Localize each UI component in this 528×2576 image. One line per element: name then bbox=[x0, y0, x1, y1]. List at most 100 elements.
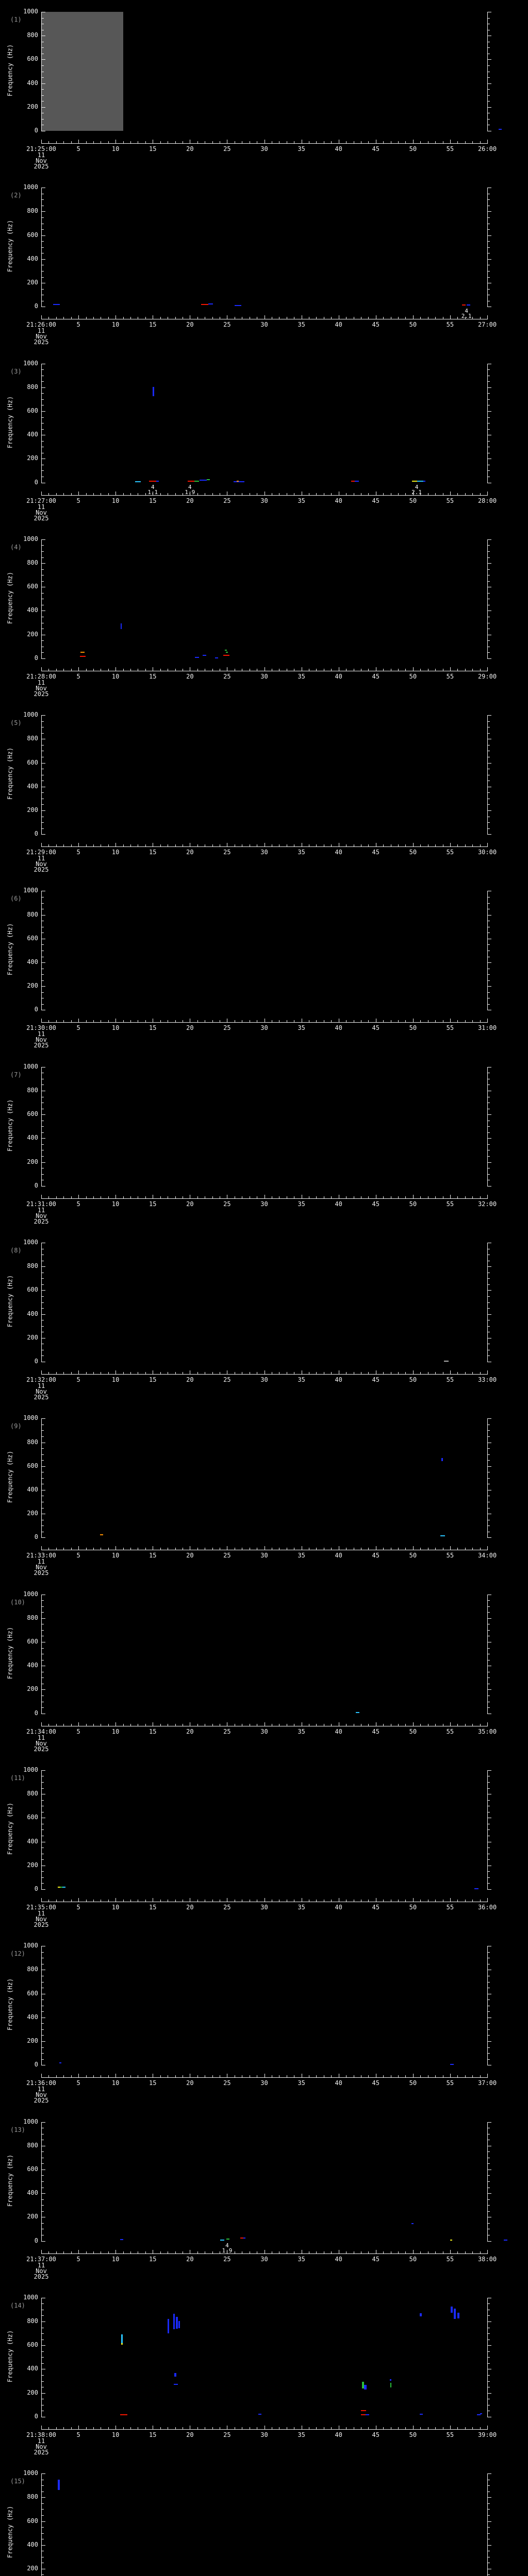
x-tick bbox=[472, 317, 473, 319]
x-axis-end-time: 33:00 bbox=[477, 1376, 497, 1384]
x-tick bbox=[383, 141, 384, 143]
x-tick bbox=[398, 317, 399, 319]
x-tick bbox=[78, 843, 79, 847]
x-tick bbox=[383, 2075, 384, 2078]
x-axis-date-line: Nov bbox=[36, 509, 47, 516]
x-tick bbox=[331, 2251, 332, 2253]
y-tick bbox=[42, 733, 44, 734]
y-tick-label: 200 bbox=[27, 2213, 38, 2221]
y-tick-right bbox=[488, 1448, 490, 1449]
y-axis-title: Frequency (Hz) bbox=[6, 2154, 14, 2207]
right-axis-line bbox=[487, 1946, 488, 2066]
x-axis-line bbox=[41, 1374, 488, 1375]
right-axis-line bbox=[487, 1418, 488, 1538]
y-tick-right bbox=[488, 1612, 490, 1613]
y-tick bbox=[42, 1630, 44, 1631]
y-tick bbox=[42, 2047, 44, 2048]
x-tick bbox=[472, 668, 473, 671]
y-axis-title: Frequency (Hz) bbox=[6, 2330, 14, 2382]
x-tick bbox=[480, 1020, 481, 1023]
x-tick-label: 5 bbox=[76, 2079, 80, 2087]
y-tick-right bbox=[488, 247, 490, 248]
x-tick-label: 5 bbox=[76, 2255, 80, 2263]
y-tick-right bbox=[488, 270, 490, 272]
x-tick bbox=[48, 1196, 50, 1198]
x-tick bbox=[145, 2427, 146, 2429]
y-tick bbox=[42, 199, 44, 200]
x-tick bbox=[48, 844, 50, 847]
panel-number-label: (12) bbox=[10, 1950, 25, 1958]
event-mark bbox=[476, 2414, 481, 2416]
x-tick bbox=[487, 1019, 488, 1023]
x-tick bbox=[420, 1899, 421, 1902]
y-tick bbox=[42, 417, 44, 418]
x-tick bbox=[405, 1899, 406, 1902]
x-tick-label: 30 bbox=[260, 849, 268, 856]
x-tick-label: 55 bbox=[446, 1024, 454, 1032]
y-tick bbox=[42, 2521, 45, 2522]
x-tick bbox=[420, 2075, 421, 2078]
event-mark bbox=[450, 2064, 454, 2065]
x-tick bbox=[457, 844, 458, 847]
event-mark bbox=[466, 304, 470, 306]
y-tick-label: 600 bbox=[27, 1814, 38, 1821]
y-tick-right bbox=[488, 2357, 490, 2358]
y-tick bbox=[42, 2393, 45, 2394]
y-tick bbox=[42, 563, 45, 564]
event-mark bbox=[360, 2410, 366, 2412]
y-tick-label: 800 bbox=[27, 2317, 38, 2325]
x-tick-label: 15 bbox=[149, 849, 157, 856]
x-axis-end-time: 29:00 bbox=[477, 672, 497, 680]
y-tick bbox=[42, 1454, 44, 1455]
x-tick bbox=[412, 1722, 414, 1726]
x-tick bbox=[63, 2251, 64, 2253]
x-tick-label: 20 bbox=[186, 1200, 194, 1208]
x-tick bbox=[212, 1196, 213, 1198]
event-mark bbox=[194, 480, 199, 482]
x-tick-label: 55 bbox=[446, 849, 454, 856]
x-tick bbox=[450, 315, 451, 319]
x-tick-label: 45 bbox=[372, 145, 380, 152]
y-tick-right bbox=[488, 551, 490, 552]
y-tick-right bbox=[488, 2053, 490, 2054]
x-tick bbox=[71, 141, 72, 143]
x-tick bbox=[86, 1372, 87, 1375]
y-tick bbox=[42, 914, 45, 916]
y-tick bbox=[42, 974, 44, 975]
x-tick bbox=[108, 1020, 109, 1023]
y-tick-label: 400 bbox=[27, 1837, 38, 1845]
y-tick-label: 800 bbox=[27, 1438, 38, 1446]
x-tick-label: 5 bbox=[76, 145, 80, 152]
y-tick bbox=[42, 1889, 45, 1890]
x-tick bbox=[212, 2427, 213, 2429]
x-tick-label: 20 bbox=[186, 672, 194, 680]
x-tick bbox=[145, 1899, 146, 1902]
y-tick bbox=[42, 1829, 44, 1831]
x-tick bbox=[457, 141, 458, 143]
y-tick bbox=[42, 217, 44, 218]
x-tick bbox=[212, 317, 213, 319]
y-tick bbox=[42, 399, 44, 400]
x-tick-label: 15 bbox=[149, 1552, 157, 1560]
x-tick-label: 55 bbox=[446, 2431, 454, 2438]
x-tick bbox=[71, 844, 72, 847]
y-tick bbox=[42, 1355, 44, 1357]
event-mark bbox=[419, 2313, 422, 2317]
x-tick-label: 10 bbox=[111, 145, 120, 152]
x-tick bbox=[175, 493, 176, 495]
x-axis-date-line: Nov bbox=[36, 1739, 47, 1747]
x-tick-label: 15 bbox=[149, 1024, 157, 1032]
event-mark bbox=[121, 2334, 123, 2344]
y-axis-title: Frequency (Hz) bbox=[6, 1275, 14, 1328]
x-tick bbox=[316, 2251, 317, 2253]
x-tick bbox=[480, 1372, 481, 1375]
y-tick-right bbox=[488, 1114, 491, 1115]
x-tick bbox=[420, 1020, 421, 1023]
x-tick bbox=[41, 1546, 42, 1550]
y-tick-right bbox=[488, 229, 490, 230]
x-tick bbox=[331, 668, 332, 671]
y-tick-right bbox=[488, 2503, 490, 2504]
x-tick bbox=[316, 1020, 317, 1023]
x-tick bbox=[48, 1020, 50, 1023]
x-tick bbox=[212, 844, 213, 847]
